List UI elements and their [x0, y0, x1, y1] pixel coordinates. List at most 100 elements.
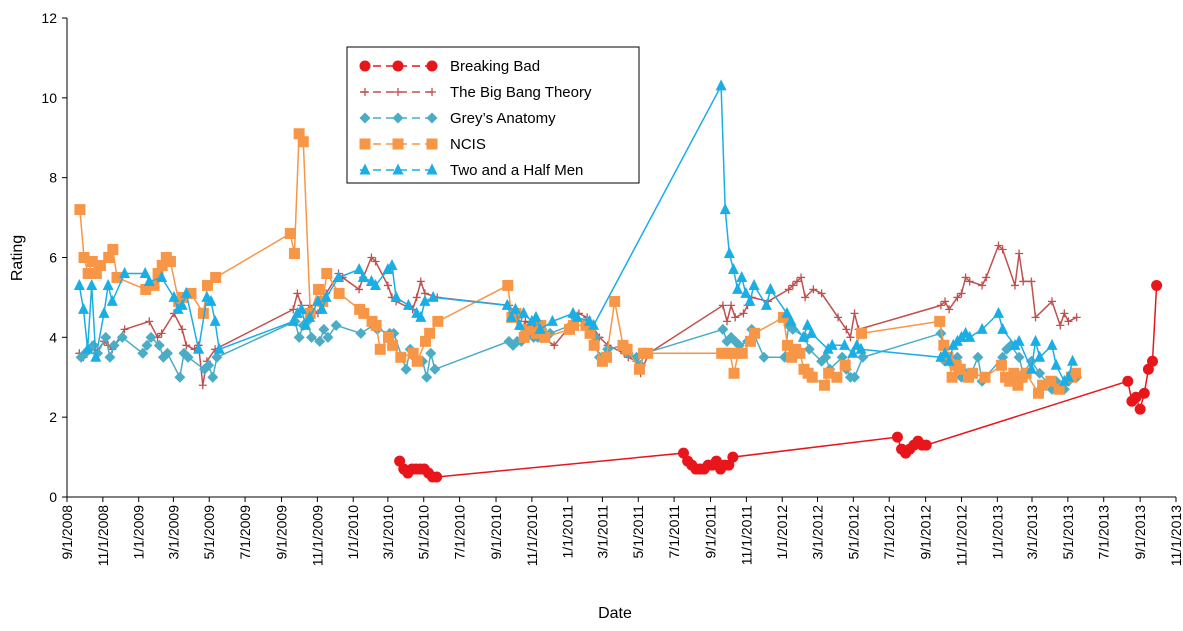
- marker: [293, 289, 302, 298]
- x-tick-label: 5/1/2009: [201, 505, 217, 560]
- marker: [1130, 391, 1142, 403]
- marker: [353, 262, 365, 274]
- marker: [797, 273, 806, 282]
- marker: [1030, 334, 1042, 346]
- marker: [997, 322, 1009, 334]
- marker: [717, 323, 729, 335]
- marker: [782, 339, 794, 351]
- marker: [855, 342, 867, 354]
- marker: [1019, 277, 1028, 286]
- x-tick-label: 9/1/2008: [59, 505, 75, 560]
- x-tick-label: 3/1/2009: [165, 505, 181, 560]
- marker: [546, 314, 558, 326]
- marker: [809, 285, 818, 294]
- marker: [1067, 354, 1079, 366]
- x-tick-label: 1/1/2013: [989, 505, 1005, 560]
- marker: [426, 138, 438, 150]
- marker: [817, 289, 826, 298]
- marker: [967, 367, 979, 379]
- marker: [982, 273, 991, 282]
- marker: [995, 359, 1007, 371]
- marker: [920, 439, 932, 451]
- marker: [823, 367, 835, 379]
- marker: [213, 342, 225, 354]
- marker: [1056, 321, 1065, 330]
- marker: [295, 302, 307, 314]
- marker: [82, 267, 94, 279]
- marker: [205, 294, 217, 306]
- marker: [1031, 313, 1040, 322]
- marker: [727, 451, 739, 463]
- marker: [78, 252, 90, 263]
- marker: [715, 79, 727, 91]
- marker: [1034, 350, 1046, 362]
- marker: [839, 338, 851, 350]
- marker: [288, 248, 300, 260]
- marker: [198, 381, 207, 390]
- marker: [201, 279, 213, 291]
- marker: [803, 343, 815, 355]
- marker: [522, 323, 534, 335]
- marker: [426, 163, 438, 175]
- marker: [382, 331, 394, 343]
- marker: [203, 359, 215, 371]
- marker: [1064, 317, 1073, 326]
- marker: [390, 290, 402, 302]
- x-tick-label: 1/1/2011: [560, 505, 576, 559]
- marker: [1034, 367, 1046, 379]
- x-tick-label: 5/1/2012: [845, 505, 861, 560]
- marker: [429, 363, 441, 375]
- marker: [1138, 387, 1150, 399]
- marker: [550, 341, 559, 350]
- marker: [1013, 334, 1025, 346]
- marker: [428, 88, 436, 96]
- marker: [758, 351, 770, 363]
- y-axis-label: Rating: [9, 235, 26, 281]
- marker: [402, 298, 414, 310]
- marker: [842, 325, 851, 334]
- y-tick-label: 10: [41, 90, 57, 106]
- x-tick-label: 1/1/2009: [131, 505, 147, 560]
- marker: [137, 347, 149, 359]
- marker: [293, 128, 305, 140]
- marker: [723, 247, 735, 259]
- marker: [941, 297, 950, 306]
- marker: [1015, 249, 1024, 258]
- marker: [355, 285, 364, 294]
- marker: [313, 283, 325, 295]
- x-tick-label: 7/1/2009: [237, 505, 253, 560]
- marker: [1020, 367, 1032, 379]
- marker: [509, 302, 521, 314]
- marker: [740, 286, 752, 298]
- marker: [749, 327, 761, 339]
- marker: [718, 301, 727, 310]
- x-tick-label: 5/1/2011: [630, 505, 646, 559]
- marker: [953, 293, 962, 302]
- marker: [425, 347, 437, 359]
- marker: [788, 281, 797, 290]
- marker: [316, 302, 328, 314]
- x-tick-label: 9/1/2010: [488, 505, 504, 560]
- marker: [1004, 375, 1016, 387]
- marker: [182, 341, 191, 350]
- x-tick-label: 5/1/2010: [416, 505, 432, 560]
- marker: [722, 317, 731, 326]
- marker: [934, 315, 946, 327]
- marker: [178, 325, 187, 334]
- marker: [1134, 403, 1146, 415]
- marker: [633, 363, 645, 375]
- marker: [164, 255, 176, 267]
- marker: [370, 319, 382, 331]
- series-line: [78, 244, 1078, 386]
- legend: Breaking Bad The Big Bang Theory Grey’s An…: [346, 46, 640, 184]
- marker: [744, 294, 756, 306]
- marker: [432, 315, 444, 327]
- marker: [358, 307, 370, 319]
- marker: [108, 339, 120, 351]
- y-tick-label: 4: [49, 329, 57, 345]
- x-tick-label: 11/1/2011: [738, 505, 754, 565]
- marker: [367, 253, 376, 262]
- marker: [320, 290, 332, 302]
- marker: [1151, 279, 1163, 291]
- marker: [794, 347, 806, 359]
